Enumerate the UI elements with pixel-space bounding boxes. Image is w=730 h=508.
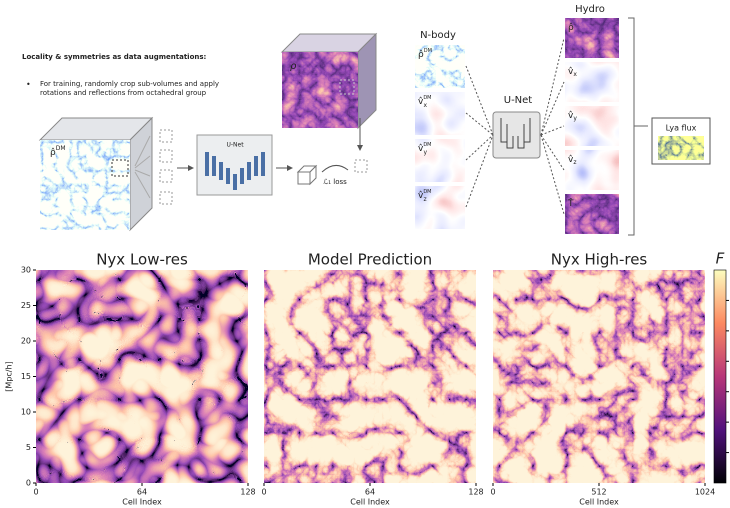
connector <box>466 135 493 207</box>
superscript: DM <box>423 142 431 148</box>
y-tick-label: 30 <box>21 266 31 275</box>
panel-title: Nyx Low-res <box>96 251 188 269</box>
target-symbol: ρ <box>290 61 297 72</box>
x-tick-label: 0 <box>33 488 38 497</box>
superscript: DM <box>423 189 431 195</box>
loss-arc <box>322 165 348 172</box>
connector <box>541 135 564 214</box>
colorbar-label: F <box>716 250 725 268</box>
x-axis-label: Cell Index <box>579 498 619 507</box>
heatmap <box>493 270 705 483</box>
symbol: ρ̂ <box>568 22 574 33</box>
y-tick-label: 5 <box>26 443 31 452</box>
y-axis-label: [Mpc/h] <box>5 361 14 391</box>
hydro-title: Hydro <box>575 4 605 15</box>
x-tick-label: 64 <box>365 488 375 497</box>
y-tick-label: 15 <box>21 372 31 381</box>
subscript: y <box>424 149 428 156</box>
subscript: z <box>424 196 427 203</box>
panel-title: Nyx High-res <box>551 251 648 269</box>
connector <box>466 113 493 135</box>
loss-label: ℒ₁ loss <box>323 178 347 186</box>
x-tick-label: 128 <box>468 488 483 497</box>
input-cube <box>40 118 152 230</box>
unet-block <box>493 112 540 158</box>
colorbar <box>714 270 726 483</box>
subscript: x <box>573 71 577 78</box>
output-label: Lya flux <box>666 124 697 133</box>
field-label: ρ̂ <box>568 22 574 33</box>
output-image <box>658 136 704 160</box>
figure-graphics: ρ̂ DM U-Net ρ ℒ₁ loss N-body Hydro U-Net <box>0 0 730 508</box>
nbody-title: N-body <box>420 30 456 41</box>
subscript: z <box>573 159 576 166</box>
augmentation-bullet: For training, randomly crop sub-volumes … <box>40 80 240 98</box>
x-tick-label: 0 <box>261 488 266 497</box>
subscript: x <box>424 102 428 109</box>
superscript: DM <box>424 48 432 54</box>
superscript: DM <box>423 95 431 101</box>
output-crop <box>298 166 316 184</box>
x-tick-label: 1024 <box>695 488 715 497</box>
augmentation-heading: Locality & symmetries as data augmentati… <box>22 53 262 62</box>
y-tick-label: 0 <box>26 479 31 488</box>
field-label: T̂ <box>567 197 574 209</box>
subscript: y <box>573 115 577 122</box>
target-cube <box>282 34 376 128</box>
y-tick-label: 10 <box>21 408 31 417</box>
unet-label: U-Net <box>504 95 533 106</box>
unet-label: U-Net <box>226 142 244 149</box>
bullet-dot: • <box>26 80 31 89</box>
x-axis-label: Cell Index <box>122 498 162 507</box>
panel-title: Model Prediction <box>308 251 432 269</box>
connector <box>466 66 493 135</box>
heatmap <box>264 270 476 483</box>
superscript: DM <box>56 145 66 152</box>
y-tick-label: 20 <box>21 337 31 346</box>
figure: ρ̂ DM U-Net ρ ℒ₁ loss N-body Hydro U-Net <box>0 0 730 508</box>
y-tick-label: 25 <box>21 301 31 310</box>
x-tick-label: 512 <box>591 488 606 497</box>
connector <box>541 38 564 135</box>
symbol: T̂ <box>567 197 574 209</box>
connector <box>466 135 493 160</box>
heatmap <box>36 270 248 483</box>
target-crop <box>355 160 367 172</box>
bracket <box>628 18 648 235</box>
comparison: Nyx Low-res 0 64 128 Cell Index Model Predict… <box>5 250 730 507</box>
connector <box>541 135 564 170</box>
x-axis-label: Cell Index <box>350 498 390 507</box>
x-tick-label: 64 <box>137 488 147 497</box>
x-tick-label: 0 <box>490 488 495 497</box>
x-tick-label: 128 <box>240 488 255 497</box>
